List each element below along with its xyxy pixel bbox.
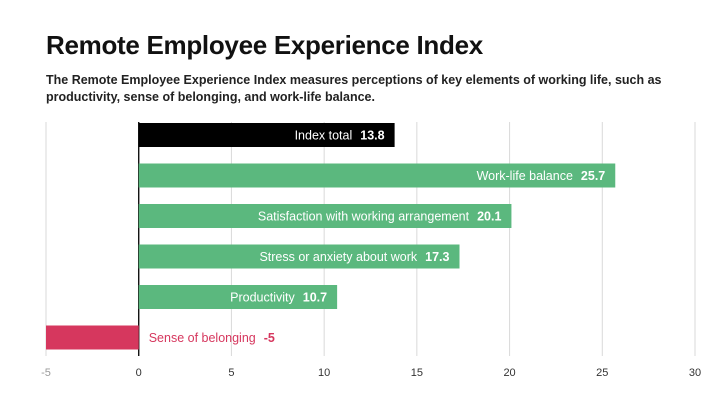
- bar-label: Sense of belonging -5: [149, 331, 275, 345]
- bar-label: Work-life balance 25.7: [477, 169, 606, 183]
- bar-value-label: 25.7: [581, 169, 605, 183]
- bar-satisfaction-with-working-arrangement: [138, 204, 512, 228]
- bar-work-life-balance: [138, 163, 616, 188]
- x-tick-label: 15: [411, 367, 423, 379]
- chart-subtitle: The Remote Employee Experience Index mea…: [46, 73, 662, 104]
- bar-value-label: -5: [264, 331, 275, 345]
- gridlines: [45, 122, 696, 356]
- chart-title: Remote Employee Experience Index: [46, 30, 483, 60]
- bar-label: Stress or anxiety about work 17.3: [259, 250, 449, 264]
- x-tick-label: 30: [689, 367, 701, 379]
- bar-category-label: Satisfaction with working arrangement: [258, 210, 470, 224]
- bar-category-label: Sense of belonging: [149, 331, 256, 345]
- bar-sense-of-belonging: [46, 325, 139, 350]
- x-tick-label: 25: [596, 367, 608, 379]
- bar-category-label: Stress or anxiety about work: [259, 250, 417, 264]
- x-tick-label: 0: [136, 367, 142, 379]
- bar-category-label: Productivity: [230, 291, 295, 305]
- bar-label: Index total 13.8: [295, 129, 385, 143]
- bar-category-label: Index total: [295, 129, 353, 143]
- bars: [46, 123, 616, 350]
- bar-label: Productivity 10.7: [230, 291, 327, 305]
- bar-index-total: [138, 123, 395, 147]
- bar-labels: Index total 13.8 Work-life balance 25.7 Sati…: [149, 129, 606, 346]
- x-tick-label: 20: [503, 367, 515, 379]
- bar-label: Satisfaction with working arrangement 20.…: [258, 210, 502, 224]
- bar-stress-or-anxiety-about-work: [138, 244, 460, 269]
- bar-value-label: 17.3: [425, 250, 449, 264]
- x-tick-label: 5: [228, 367, 234, 379]
- bar-value-label: 13.8: [360, 129, 384, 143]
- x-axis-ticks: -5 0 5 10 15 20 25 30: [41, 367, 701, 379]
- x-tick-label: -5: [41, 367, 51, 379]
- bar-category-label: Work-life balance: [477, 169, 573, 183]
- bar-value-label: 20.1: [477, 210, 501, 224]
- bar-value-label: 10.7: [303, 291, 327, 305]
- bar-productivity: [138, 285, 338, 309]
- x-tick-label: 10: [318, 367, 330, 379]
